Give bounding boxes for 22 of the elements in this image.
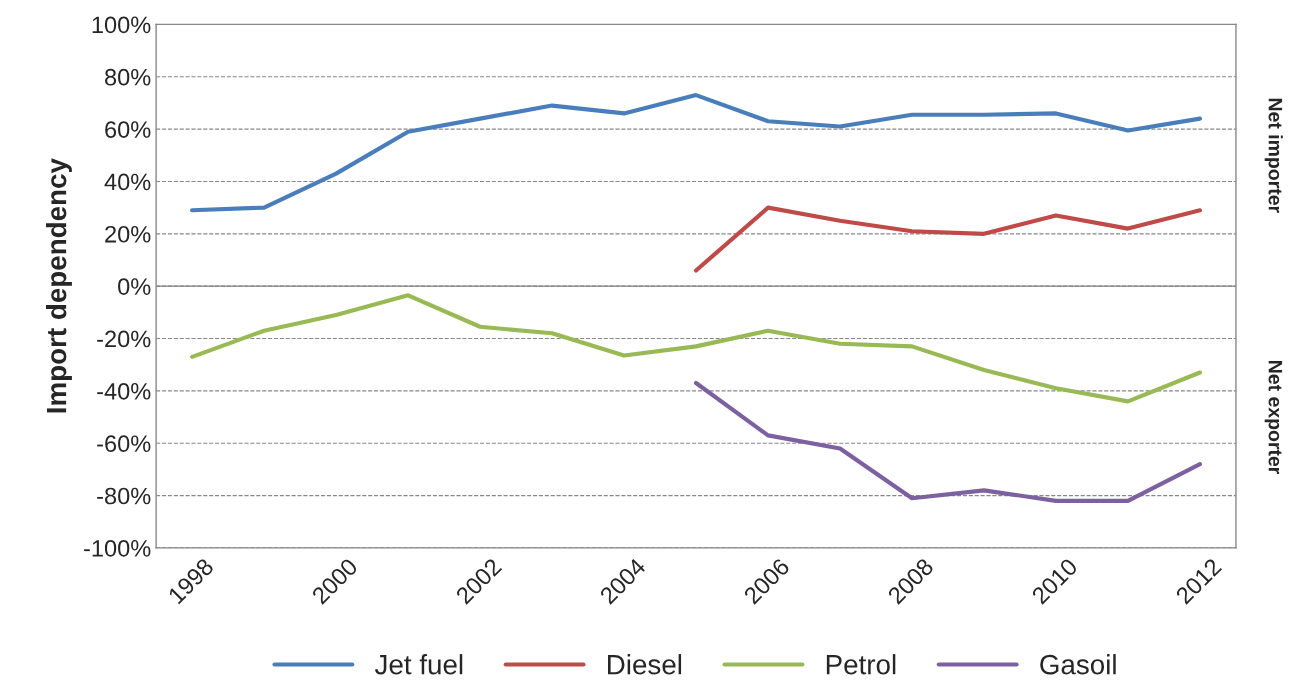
y-tick-label: 0% xyxy=(118,278,151,295)
legend-label: Gasoil xyxy=(1040,654,1116,675)
y-tick-label: -40% xyxy=(97,382,151,400)
y-tick-label: 40% xyxy=(104,173,151,191)
y-tick-label: -20% xyxy=(97,330,151,348)
y-tick-label: -80% xyxy=(97,487,151,505)
y-tick-label: 60% xyxy=(105,121,151,138)
line-series xyxy=(693,380,1203,503)
legend-label: Diesel xyxy=(608,654,682,675)
y-tick-label: 100% xyxy=(92,16,151,34)
y-tick-label: -100% xyxy=(84,540,151,557)
y-axis-title: Import dependency xyxy=(46,158,72,413)
y-tick-label: 80% xyxy=(105,68,151,86)
y-tick-label: 20% xyxy=(105,225,151,243)
text: Net importer xyxy=(1264,98,1283,213)
y-tick-label: -60% xyxy=(97,435,151,453)
text: Net exporter xyxy=(1264,361,1283,475)
legend-label: Petrol xyxy=(826,654,896,675)
line-series xyxy=(190,93,1203,213)
line-series xyxy=(693,205,1203,273)
legend-label: Jet fuel xyxy=(374,654,463,675)
line-series xyxy=(190,293,1203,404)
